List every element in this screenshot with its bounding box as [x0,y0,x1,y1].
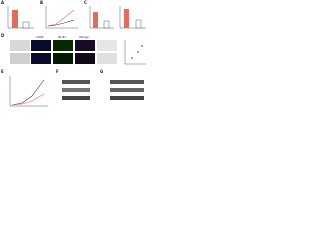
bar [22,21,30,29]
western-blot [62,80,144,100]
panel-label: A [1,0,5,5]
panel-label: C [84,0,87,5]
figure: A B C D E F G DAPI BrdU Merge [1,0,146,107]
panel-label: D [1,33,5,38]
column-header: DAPI [36,35,43,39]
panel-label: E [1,69,4,74]
image-grid: DAPI BrdU Merge [10,35,146,65]
bar-plot [89,6,146,29]
column-header: Merge [79,35,89,39]
line-plot [9,76,48,107]
column-header: BrdU [58,35,65,39]
bar-plot [7,6,34,29]
line-plot [45,6,78,29]
panel-label: G [100,69,103,74]
bar [12,10,18,28]
panel-label: F [56,69,59,74]
panel-label: B [40,0,43,5]
